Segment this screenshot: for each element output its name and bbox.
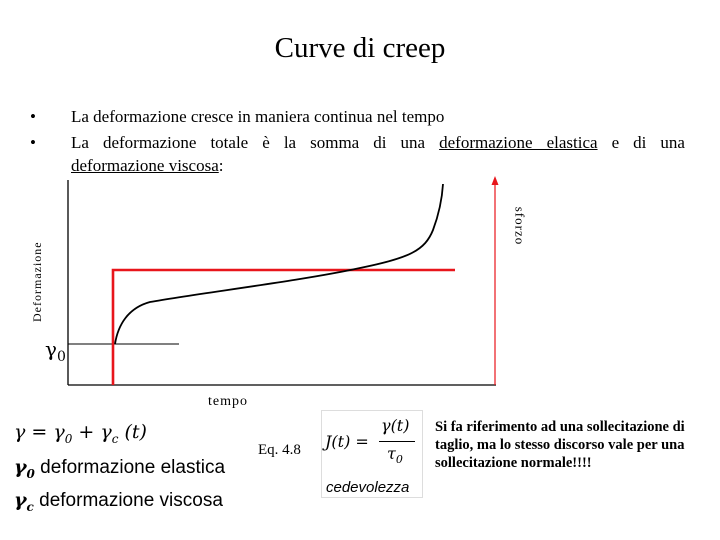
stress-axis-arrow [491, 176, 499, 185]
bullet-2-viscous: deformazione viscosa [71, 156, 219, 175]
bullet-2-colon: : [218, 156, 224, 175]
stress-axis-label: sforzo [512, 206, 528, 246]
y-axis-label: Deformazione [30, 241, 44, 322]
def-sub: 0 [26, 466, 35, 481]
compliance-name: cedevolezza [326, 479, 410, 496]
elastic-definition: γ0 deformazione elastica [14, 456, 225, 481]
compliance-box [321, 410, 423, 498]
def-text: deformazione elastica [34, 457, 226, 478]
compliance-den-sym: τ [387, 444, 396, 463]
bullet-dot: • [30, 133, 36, 152]
equation-reference: Eq. 4.8 [258, 442, 301, 458]
def-symbol: γc [14, 489, 34, 514]
compliance-den-sub: 0 [395, 453, 403, 467]
bullet-2-line-2: deformazione viscosa: [71, 154, 223, 177]
eq-part: γ = γ [14, 421, 65, 443]
eq-sub: 0 [64, 431, 73, 446]
eq-part: + γ [72, 421, 112, 443]
def-symbol: γ0 [14, 456, 35, 481]
viscous-definition: γc deformazione viscosa [14, 489, 223, 514]
bullet-dot: • [30, 107, 36, 126]
bullet-2-text: La deformazione totale è la somma di una… [71, 131, 685, 154]
compliance-formula: J(t) = γ(t) τ0 [325, 416, 420, 472]
compliance-den: τ0 [387, 444, 403, 466]
compliance-num: γ(t) [381, 416, 410, 435]
def-sub: c [26, 499, 34, 514]
bullet-2-elastic: deformazione elastica [439, 133, 598, 152]
stress-step [111, 268, 455, 385]
gamma0-sub: 0 [56, 349, 66, 365]
strain-sum-equation: γ = γ0 + γc (t) [14, 421, 147, 446]
creep-curve [114, 183, 444, 345]
eq-part: (t) [118, 421, 147, 443]
compliance-fraction-bar [379, 441, 415, 442]
gamma0-symbol: γ [45, 337, 57, 361]
eq-sub: c [111, 431, 119, 446]
def-sym: γ [14, 456, 27, 478]
slide-title: Curve di creep [274, 32, 446, 64]
bullet-2-prefix: La deformazione totale è la somma di una [71, 133, 440, 152]
def-text: deformazione viscosa [33, 490, 223, 511]
note-text: Si fa riferimento ad una sollecitazione … [435, 419, 685, 471]
x-axis-label: tempo [208, 394, 248, 409]
def-sym: γ [14, 489, 27, 511]
bullet-2-suffix: e di una [597, 133, 685, 152]
compliance-lhs: J(t) = [325, 432, 369, 451]
bullet-1-text: La deformazione cresce in maniera contin… [71, 107, 445, 126]
gamma0-label: γ0 [45, 337, 66, 365]
